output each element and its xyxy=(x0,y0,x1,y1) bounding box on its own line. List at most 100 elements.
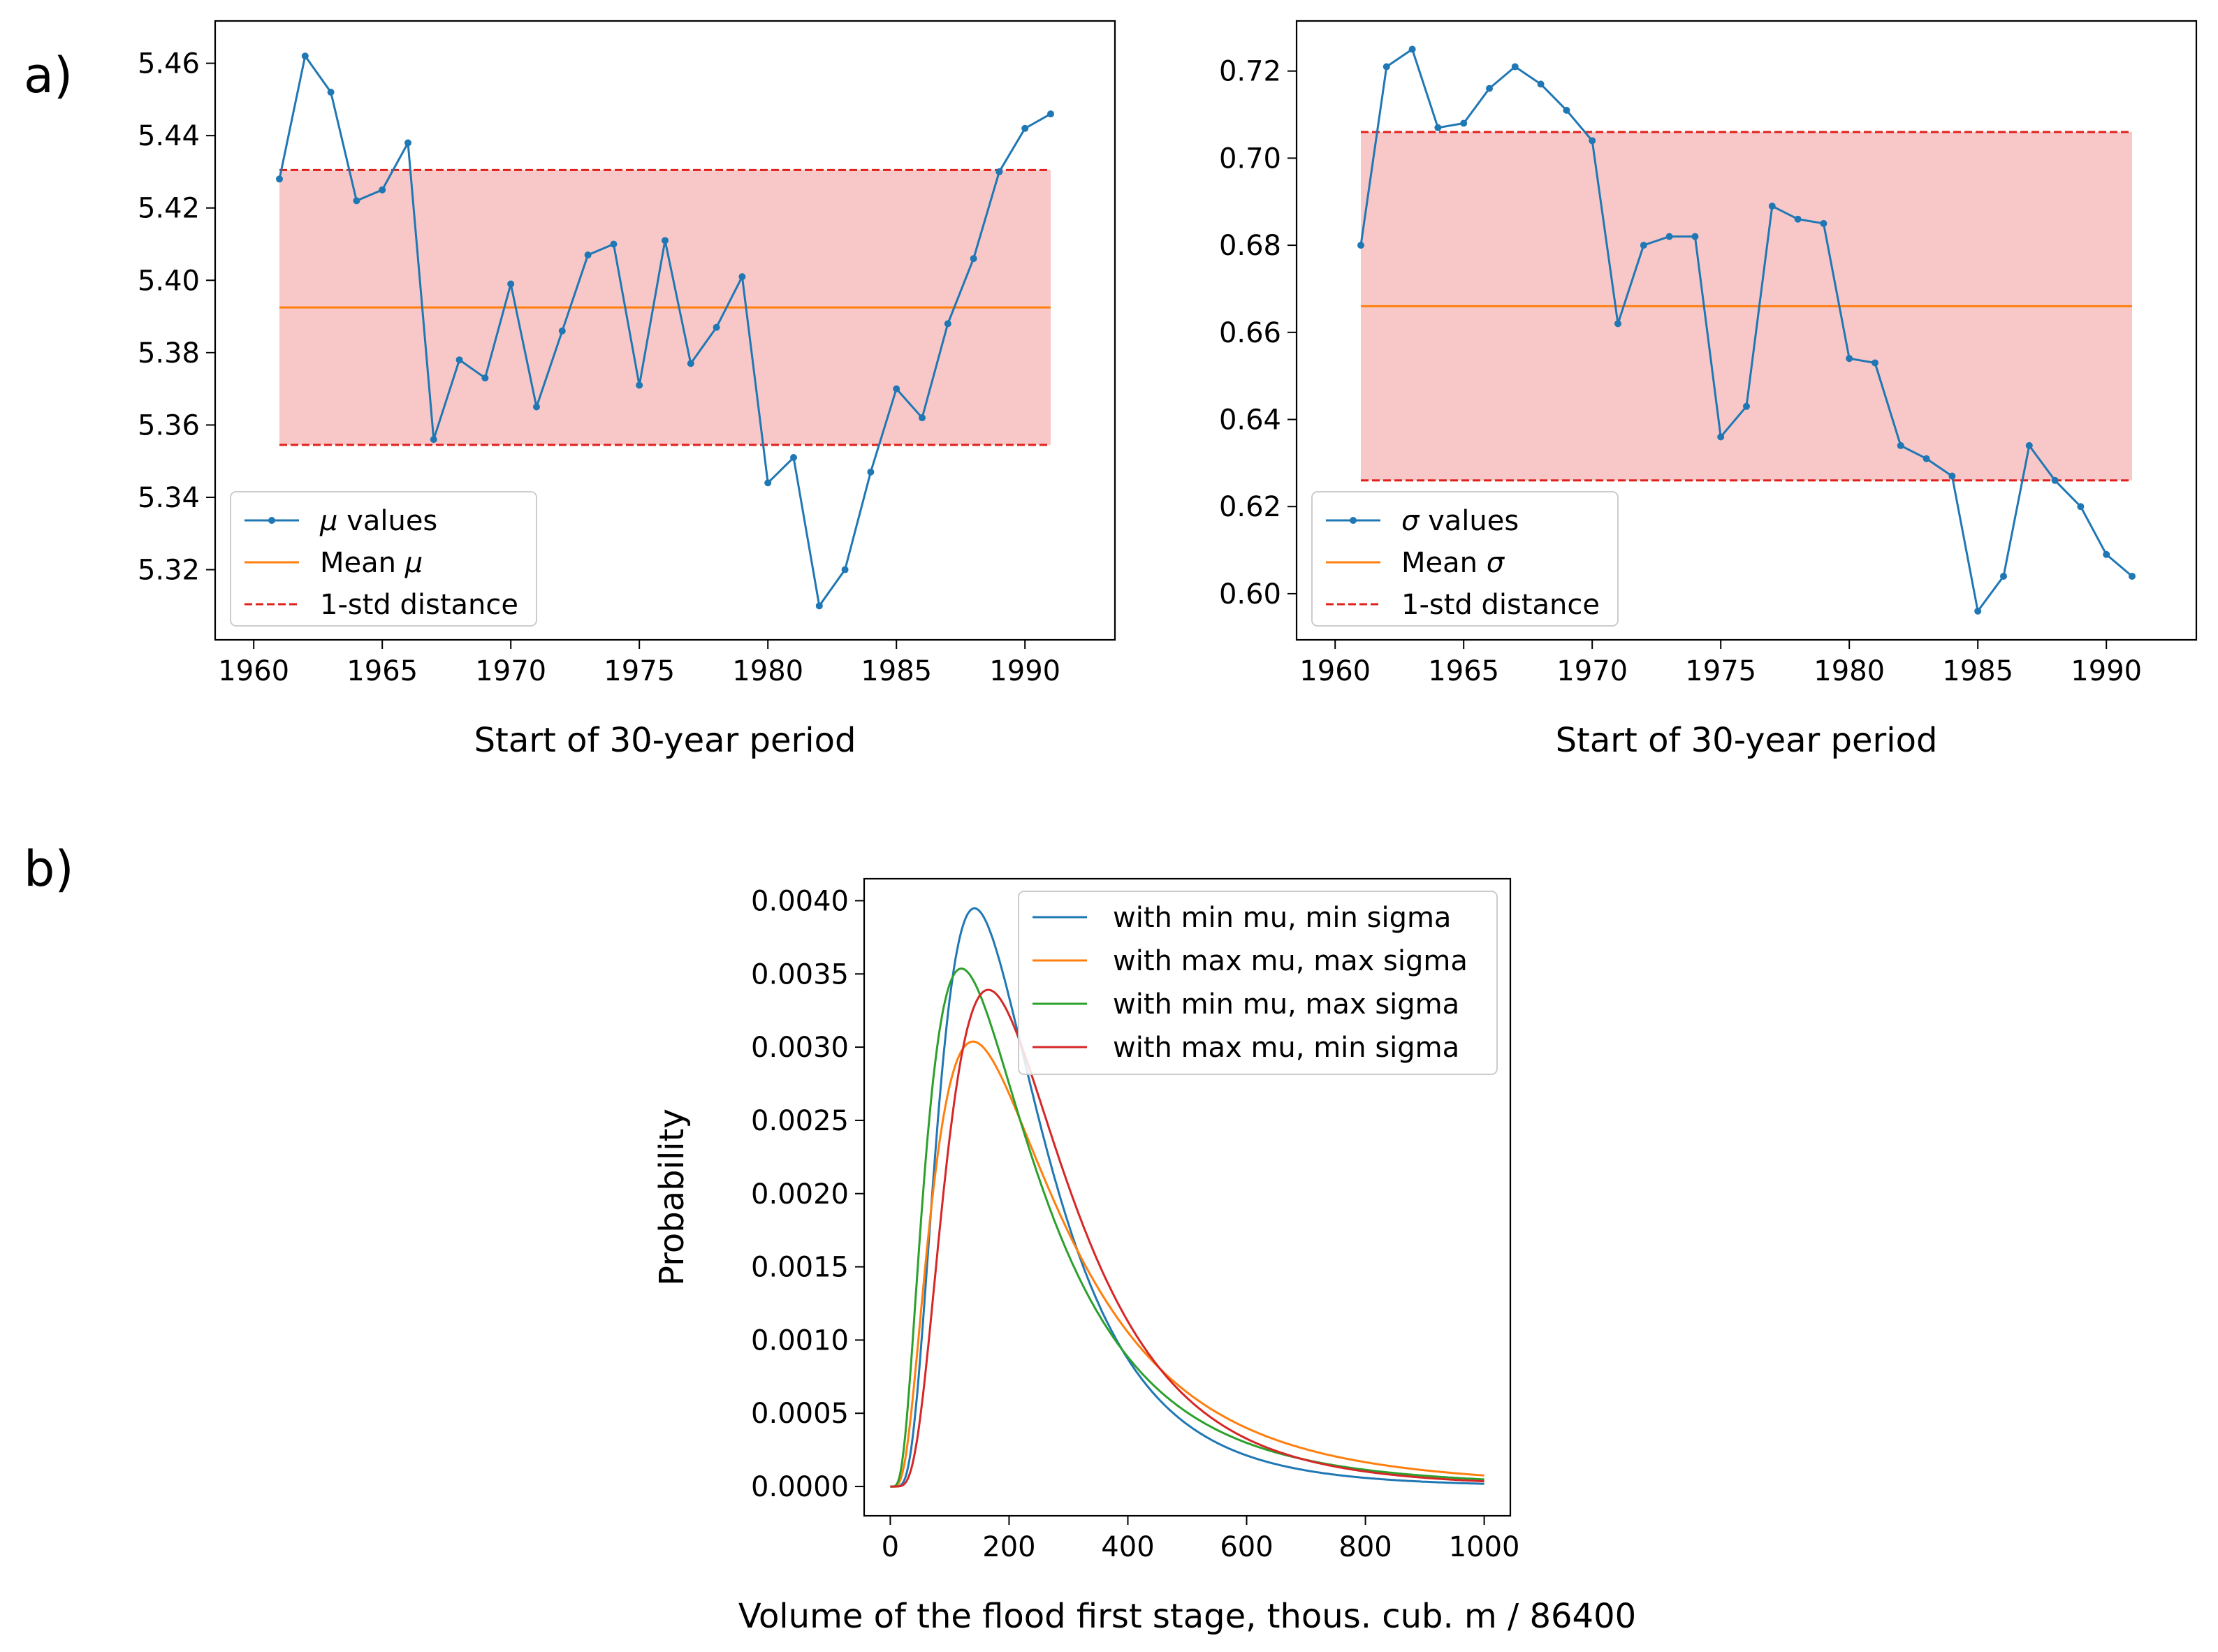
x-tick-label: 1960 xyxy=(218,655,289,687)
data-point xyxy=(713,323,720,331)
data-point xyxy=(1589,137,1596,145)
legend-symbol: σ xyxy=(1487,547,1505,579)
legend-symbol: μ xyxy=(404,547,423,579)
data-point xyxy=(919,414,926,422)
x-tick-label: 0 xyxy=(882,1531,899,1563)
legend-box xyxy=(1018,891,1498,1075)
y-tick-label: 0.0015 xyxy=(751,1252,849,1284)
y-tick-label: 0.60 xyxy=(1219,578,1281,611)
data-point xyxy=(970,255,977,263)
data-point xyxy=(1434,124,1442,131)
mu-chart: 1960 1965 1970 1975 1980 1985 1990 5.32 5.34 5.36… xyxy=(138,20,1116,760)
y-tick-label: 0.0020 xyxy=(751,1178,849,1211)
data-point xyxy=(2025,441,2033,449)
data-point xyxy=(353,197,360,205)
x-axis-label: Volume of the flood first stage, thous. … xyxy=(738,1597,1636,1636)
x-tick-label: 1960 xyxy=(1299,655,1371,687)
data-point xyxy=(1743,402,1750,410)
legend-swatch-marker xyxy=(268,517,275,524)
legend-text: values xyxy=(1419,505,1519,537)
data-point xyxy=(1691,233,1699,240)
x-tick-label: 200 xyxy=(982,1531,1035,1563)
data-point xyxy=(1974,607,1982,615)
data-point xyxy=(1768,202,1776,210)
y-tick-label: 0.72 xyxy=(1219,56,1281,88)
pdf-curve xyxy=(890,1040,1484,1488)
legend-label-series: σ values xyxy=(1401,505,1519,537)
data-point xyxy=(841,566,849,573)
data-point xyxy=(790,454,797,462)
data-point xyxy=(1820,219,1827,227)
y-tick-label: 0.70 xyxy=(1219,142,1281,175)
data-point xyxy=(2129,572,2136,580)
data-point xyxy=(1511,63,1519,71)
data-point xyxy=(1794,215,1802,223)
data-point xyxy=(301,52,309,60)
data-point xyxy=(687,360,694,367)
data-point xyxy=(584,251,592,259)
data-point xyxy=(1357,242,1364,249)
y-tick-label: 5.38 xyxy=(138,337,200,370)
x-tick-label: 800 xyxy=(1338,1531,1392,1563)
x-tick-label: 1985 xyxy=(861,655,932,687)
data-point xyxy=(558,327,566,335)
y-tick-label: 5.32 xyxy=(138,555,200,587)
x-axis-label: Start of 30-year period xyxy=(474,721,856,760)
data-point xyxy=(507,280,515,288)
y-tick-label: 5.36 xyxy=(138,409,200,441)
data-point xyxy=(481,374,489,382)
legend-label-std: 1-std distance xyxy=(1401,589,1600,621)
y-tick-label: 0.0040 xyxy=(751,885,849,917)
y-tick-label: 0.0025 xyxy=(751,1105,849,1137)
data-point xyxy=(379,186,386,193)
x-tick-label: 1980 xyxy=(732,655,803,687)
y-axis-label: Probability xyxy=(652,1109,692,1286)
data-point xyxy=(404,139,411,147)
data-point xyxy=(1872,359,1878,367)
plot-frame xyxy=(214,20,1116,641)
data-point xyxy=(2077,503,2085,511)
data-point xyxy=(1897,441,1904,449)
legend-label-std: 1-std distance xyxy=(320,589,518,621)
x-tick-label: 1970 xyxy=(475,655,546,687)
data-point xyxy=(867,468,875,476)
legend-label-series: μ values xyxy=(319,505,437,537)
y-tick-label: 0.68 xyxy=(1219,230,1281,262)
x-tick-label: 600 xyxy=(1220,1531,1273,1563)
x-tick-label: 1980 xyxy=(1814,655,1885,687)
data-point xyxy=(1382,63,1390,71)
data-point xyxy=(1408,45,1416,53)
data-point xyxy=(1948,472,1956,480)
panel-label-b: b) xyxy=(24,840,74,898)
data-point xyxy=(738,273,746,281)
legend-text: values xyxy=(337,505,437,537)
data-point xyxy=(1717,433,1725,441)
pdf-curve xyxy=(890,967,1484,1488)
x-axis-label: Start of 30-year period xyxy=(1556,721,1938,760)
data-point xyxy=(430,436,437,444)
pdf-curve xyxy=(890,988,1484,1488)
data-point xyxy=(893,385,900,393)
y-tick-label: 5.42 xyxy=(138,193,200,225)
data-point xyxy=(662,237,669,244)
pdf-chart: 0 200 400 600 800 1000 0.0000 0.0005 0.0010 0.001… xyxy=(652,877,1636,1636)
data-point xyxy=(764,479,772,487)
data-point xyxy=(1922,455,1930,462)
data-point xyxy=(1640,242,1647,249)
data-point xyxy=(610,240,618,248)
x-tick-label: 1965 xyxy=(1428,655,1499,687)
data-point xyxy=(1021,124,1029,132)
data-point xyxy=(276,175,283,183)
pdf-curve xyxy=(890,907,1484,1488)
plot-frame xyxy=(1295,20,2198,641)
data-point xyxy=(636,381,643,389)
data-point xyxy=(2051,476,2059,484)
x-tick-label: 1990 xyxy=(989,655,1060,687)
data-point xyxy=(2000,572,2007,580)
y-tick-label: 0.64 xyxy=(1219,404,1281,437)
legend-label-mean: Mean σ xyxy=(1401,547,1505,579)
data-point xyxy=(1614,320,1621,328)
y-tick-label: 0.66 xyxy=(1219,317,1281,349)
x-tick-label: 1970 xyxy=(1556,655,1628,687)
